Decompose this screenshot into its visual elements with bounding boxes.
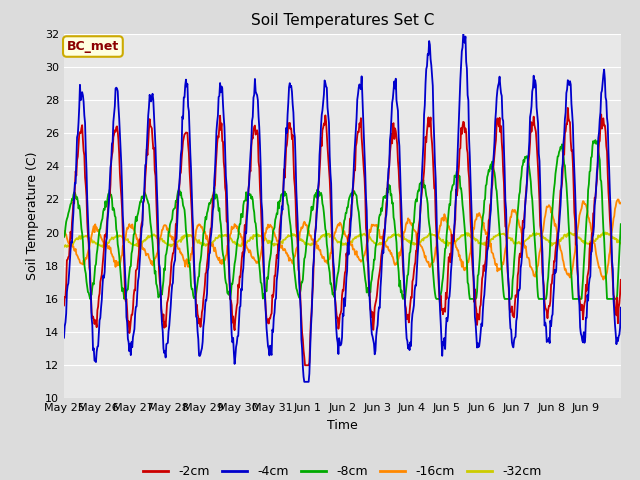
-2cm [228, 302, 236, 308]
-16cm [614, 196, 621, 202]
-4cm [255, 124, 263, 130]
-2cm [255, 165, 263, 170]
-32cm [256, 233, 264, 239]
-8cm [617, 221, 625, 227]
-16cm [617, 200, 625, 205]
-2cm [276, 220, 284, 226]
-2cm [125, 330, 133, 336]
-8cm [228, 281, 236, 287]
-16cm [431, 252, 439, 258]
Y-axis label: Soil Temperature (C): Soil Temperature (C) [26, 152, 39, 280]
-16cm [125, 221, 133, 227]
-32cm [617, 240, 625, 246]
-4cm [276, 236, 284, 242]
-8cm [126, 264, 134, 270]
-8cm [591, 137, 599, 143]
-2cm [432, 215, 440, 220]
-2cm [60, 302, 68, 308]
-16cm [600, 276, 607, 282]
-16cm [276, 244, 284, 250]
-32cm [432, 234, 440, 240]
-16cm [228, 224, 236, 229]
Line: -32cm: -32cm [64, 232, 621, 247]
-8cm [432, 295, 440, 300]
-32cm [60, 244, 68, 250]
-32cm [277, 239, 285, 244]
X-axis label: Time: Time [327, 419, 358, 432]
-8cm [401, 291, 408, 297]
-4cm [617, 305, 625, 311]
-4cm [401, 290, 408, 296]
Line: -4cm: -4cm [64, 34, 621, 382]
Line: -2cm: -2cm [64, 108, 621, 365]
Line: -8cm: -8cm [64, 140, 621, 299]
-8cm [277, 192, 285, 198]
-2cm [564, 105, 572, 111]
-4cm [125, 348, 133, 354]
-2cm [617, 277, 625, 283]
Title: Soil Temperatures Set C: Soil Temperatures Set C [251, 13, 434, 28]
-4cm [60, 335, 68, 340]
-8cm [256, 270, 264, 276]
-32cm [600, 229, 607, 235]
-2cm [401, 290, 408, 296]
-32cm [401, 236, 408, 242]
-32cm [228, 239, 236, 244]
-16cm [60, 229, 68, 235]
-32cm [126, 240, 134, 245]
-4cm [432, 176, 440, 181]
-32cm [63, 244, 71, 250]
-4cm [460, 31, 467, 36]
Text: BC_met: BC_met [67, 40, 119, 53]
-8cm [60, 234, 68, 240]
Legend: -2cm, -4cm, -8cm, -16cm, -32cm: -2cm, -4cm, -8cm, -16cm, -32cm [138, 460, 547, 480]
-2cm [301, 362, 309, 368]
Line: -16cm: -16cm [64, 199, 621, 279]
-16cm [400, 229, 408, 235]
-4cm [228, 332, 236, 337]
-16cm [255, 259, 263, 264]
-4cm [300, 379, 308, 384]
-8cm [86, 296, 94, 302]
